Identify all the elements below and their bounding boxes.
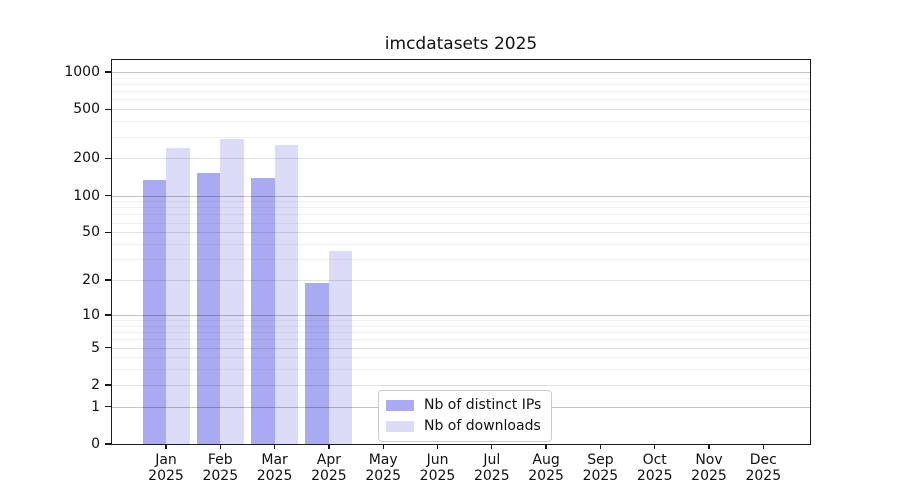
x-tick-label-dec: Dec 2025 bbox=[745, 452, 782, 484]
y-tick-mark bbox=[105, 108, 111, 110]
gridline-minor bbox=[112, 244, 810, 246]
legend-label-distinct-ips: Nb of distinct IPs bbox=[424, 397, 542, 413]
x-tick-label-may: May 2025 bbox=[365, 452, 401, 484]
legend: Nb of distinct IPs Nb of downloads bbox=[378, 390, 553, 442]
bar-ips-mar bbox=[251, 178, 275, 444]
gridline-minor bbox=[112, 214, 810, 216]
gridline-minor bbox=[112, 99, 810, 101]
gridline-minor bbox=[112, 84, 810, 85]
bar-downloads-feb bbox=[220, 139, 244, 444]
y-tick-label: 100 bbox=[73, 187, 100, 204]
gridline-minor bbox=[112, 121, 810, 123]
x-tick-mark bbox=[762, 444, 764, 449]
gridline-minor bbox=[112, 77, 810, 79]
y-tick-mark bbox=[105, 405, 111, 408]
gridline-mid bbox=[112, 232, 810, 234]
bar-downloads-jan bbox=[166, 148, 190, 444]
x-tick-mark bbox=[165, 444, 167, 449]
y-tick-label: 20 bbox=[82, 272, 100, 289]
x-tick-mark bbox=[436, 444, 439, 449]
y-tick-label: 2 bbox=[91, 376, 100, 393]
x-tick-label-sep: Sep 2025 bbox=[582, 452, 619, 484]
bar-ips-feb bbox=[196, 173, 221, 444]
y-tick-mark bbox=[105, 443, 111, 445]
gridline-minor bbox=[112, 357, 810, 359]
gridline-minor bbox=[112, 201, 810, 203]
x-tick-label-aug: Aug 2025 bbox=[528, 452, 564, 484]
gridline-minor bbox=[112, 207, 810, 209]
gridline-minor bbox=[112, 320, 810, 322]
y-tick-mark bbox=[105, 194, 111, 197]
y-tick-mark bbox=[105, 279, 111, 281]
x-tick-mark bbox=[599, 444, 602, 449]
x-tick-mark bbox=[654, 444, 656, 449]
x-tick-label-jun: Jun 2025 bbox=[419, 452, 456, 484]
gridline-minor bbox=[112, 136, 810, 138]
bar-downloads-apr bbox=[328, 251, 353, 444]
y-tick-label: 1000 bbox=[64, 64, 100, 80]
y-tick-label: 10 bbox=[82, 306, 100, 323]
x-tick-label-apr: Apr 2025 bbox=[311, 452, 347, 484]
bar-ips-jan bbox=[142, 179, 166, 444]
y-tick-mark bbox=[105, 71, 111, 73]
x-tick-mark bbox=[273, 444, 276, 449]
y-tick-mark bbox=[105, 157, 111, 160]
bar-downloads-mar bbox=[274, 145, 299, 444]
legend-item-distinct-ips: Nb of distinct IPs bbox=[386, 397, 541, 413]
legend-swatch-downloads bbox=[386, 420, 414, 432]
bar-ips-apr bbox=[305, 282, 329, 444]
x-tick-mark bbox=[328, 444, 330, 449]
x-tick-label-oct: Oct 2025 bbox=[636, 452, 673, 484]
gridline-mid bbox=[112, 109, 810, 111]
gridline-major bbox=[112, 195, 810, 197]
y-tick-label: 500 bbox=[73, 101, 100, 118]
y-tick-label: 200 bbox=[73, 150, 100, 167]
legend-item-downloads: Nb of downloads bbox=[386, 418, 541, 434]
gridline-mid bbox=[112, 158, 810, 160]
gridline-mid bbox=[112, 347, 810, 349]
y-tick-label: 0 bbox=[91, 436, 100, 452]
x-tick-label-nov: Nov 2025 bbox=[691, 452, 727, 484]
y-tick-mark bbox=[105, 314, 111, 316]
y-tick-mark bbox=[105, 231, 111, 233]
y-tick-label: 1 bbox=[91, 398, 100, 415]
y-tick-mark bbox=[105, 384, 111, 386]
legend-label-downloads: Nb of downloads bbox=[424, 418, 541, 434]
x-tick-mark bbox=[545, 444, 547, 449]
x-tick-mark bbox=[491, 444, 493, 449]
gridline-mid bbox=[112, 280, 810, 282]
x-tick-mark bbox=[382, 444, 384, 449]
legend-swatch-distinct-ips bbox=[386, 399, 414, 411]
x-tick-mark bbox=[219, 444, 221, 449]
gridline-mid bbox=[112, 384, 810, 386]
gridline-minor bbox=[112, 325, 810, 327]
x-tick-label-jul: Jul 2025 bbox=[473, 452, 510, 484]
y-tick-label: 50 bbox=[82, 224, 100, 241]
gridline-minor bbox=[112, 332, 810, 334]
x-tick-mark bbox=[708, 444, 710, 449]
chart-title: imcdatasets 2025 bbox=[384, 34, 538, 54]
y-tick-mark bbox=[105, 346, 111, 349]
gridline-major bbox=[112, 314, 810, 316]
gridline-minor bbox=[112, 222, 810, 224]
gridline-minor bbox=[112, 91, 810, 93]
y-tick-label: 5 bbox=[91, 339, 100, 356]
gridline-minor bbox=[112, 259, 810, 261]
x-tick-label-jan: Jan 2025 bbox=[148, 452, 184, 484]
gridline-major bbox=[112, 72, 810, 73]
gridline-minor bbox=[112, 339, 810, 341]
x-tick-label-mar: Mar 2025 bbox=[256, 452, 293, 484]
x-tick-label-feb: Feb 2025 bbox=[202, 452, 239, 484]
gridline-minor bbox=[112, 369, 810, 371]
